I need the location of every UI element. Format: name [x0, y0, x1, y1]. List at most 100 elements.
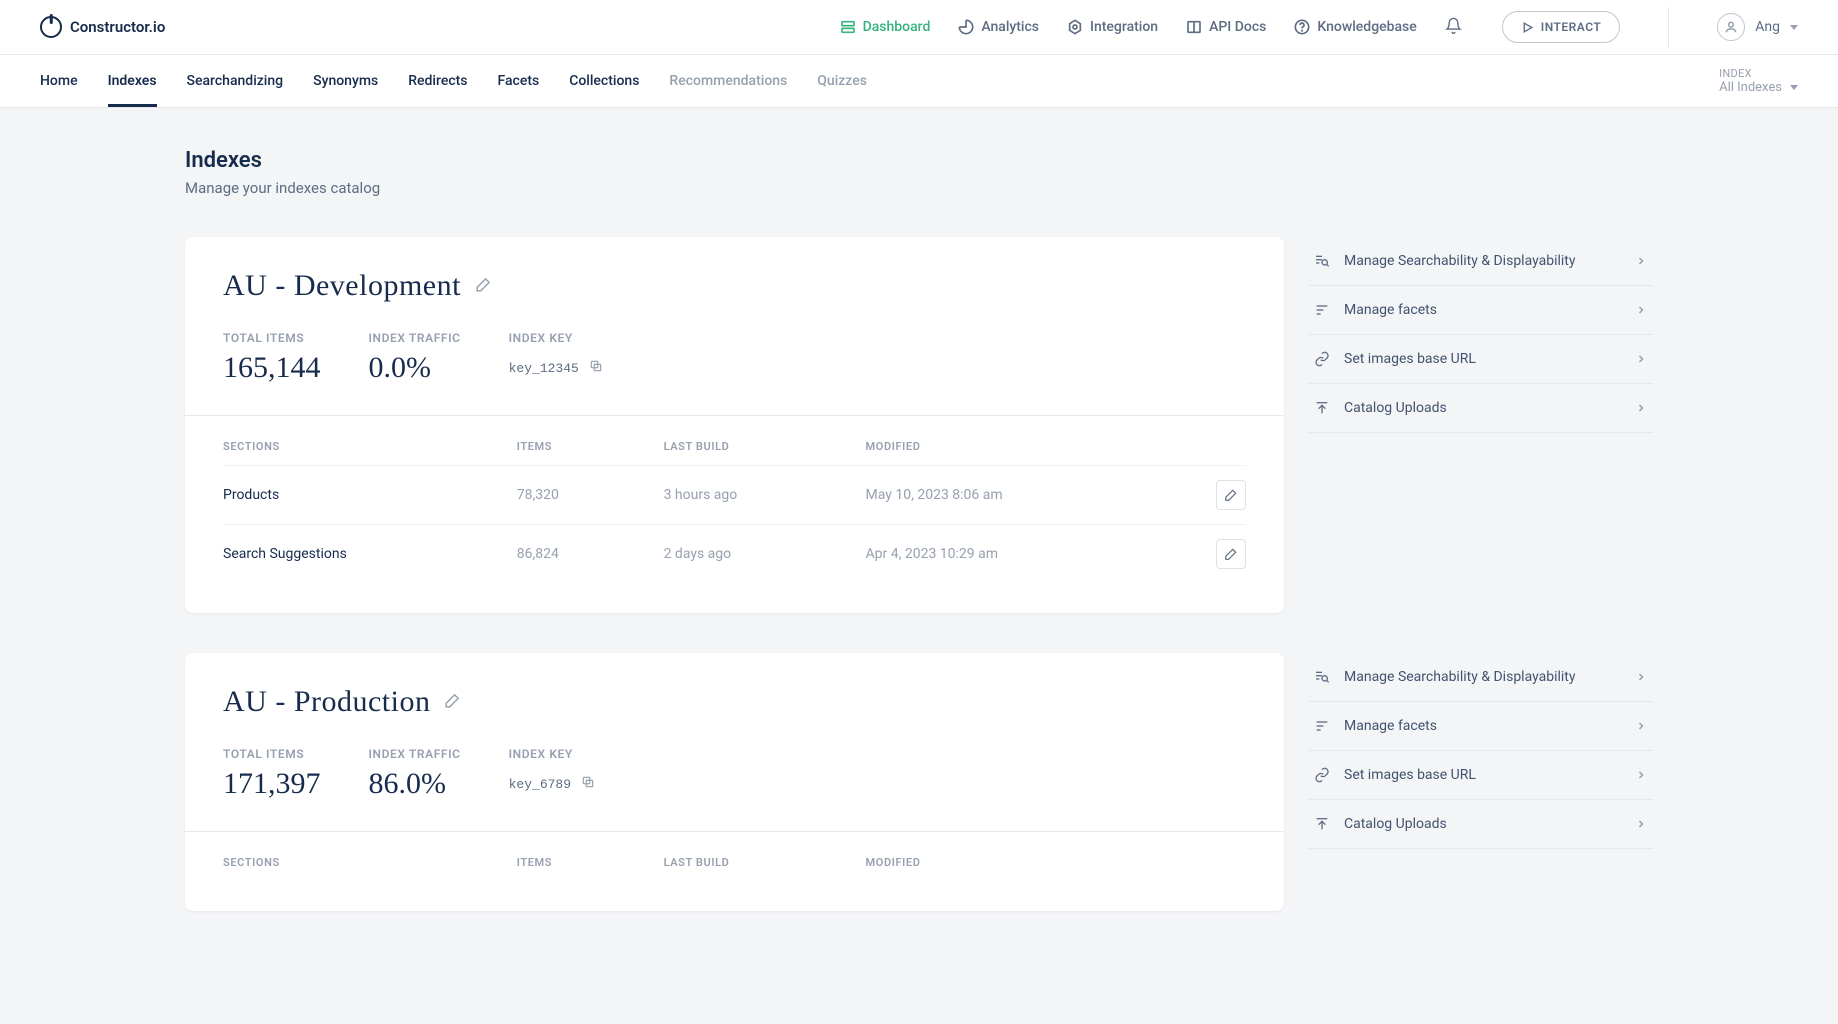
edit-index-button[interactable]	[475, 276, 492, 297]
key-row: key_6789	[509, 775, 595, 793]
section-items: 78,320	[517, 487, 664, 503]
edit-index-button[interactable]	[444, 692, 461, 713]
pencil-icon	[1224, 488, 1238, 502]
link-icon	[1314, 767, 1330, 783]
edit-section-button[interactable]	[1216, 539, 1246, 569]
index-card: AU - Development TOTAL ITEMS 165,144 IND…	[185, 237, 1284, 613]
subnav-facets[interactable]: Facets	[498, 55, 540, 107]
link-images-url[interactable]: Set images base URL	[1308, 751, 1653, 800]
col-modified: MODIFIED	[866, 856, 1196, 869]
subnav-recommendations-label: Recommendations	[669, 73, 787, 89]
stat-value: 86.0%	[369, 767, 461, 801]
section-name: Search Suggestions	[223, 546, 517, 562]
subnav-searchandizing[interactable]: Searchandizing	[187, 55, 284, 107]
top-nav: Dashboard Analytics Integration API Docs…	[840, 7, 1798, 47]
index-name: AU - Development	[223, 269, 461, 303]
interact-button[interactable]: INTERACT	[1502, 11, 1621, 43]
chevron-right-icon	[1635, 818, 1647, 830]
index-card: AU - Production TOTAL ITEMS 171,397 INDE…	[185, 653, 1284, 911]
page-subtitle: Manage your indexes catalog	[185, 179, 1653, 197]
pencil-icon	[444, 692, 461, 709]
interact-label: INTERACT	[1541, 20, 1602, 34]
upload-icon	[1314, 816, 1330, 832]
chevron-right-icon	[1635, 769, 1647, 781]
link-catalog-uploads[interactable]: Catalog Uploads	[1308, 800, 1653, 849]
stat-label: INDEX KEY	[509, 747, 595, 761]
subnav-quizzes-label: Quizzes	[817, 73, 867, 89]
col-items: ITEMS	[517, 440, 664, 453]
index-block: AU - Production TOTAL ITEMS 171,397 INDE…	[185, 653, 1653, 911]
user-menu[interactable]: Ang	[1717, 13, 1798, 41]
notifications-button[interactable]	[1445, 17, 1462, 38]
link-searchability[interactable]: Manage Searchability & Displayability	[1308, 653, 1653, 702]
index-picker-value: All Indexes	[1719, 80, 1798, 95]
index-block: AU - Development TOTAL ITEMS 165,144 IND…	[185, 237, 1653, 613]
subnav-recommendations[interactable]: Recommendations	[669, 55, 787, 107]
divider	[1668, 7, 1669, 47]
stat-index-traffic: INDEX TRAFFIC 0.0%	[369, 331, 461, 385]
subnav-synonyms-label: Synonyms	[313, 73, 378, 89]
nav-api-docs[interactable]: API Docs	[1186, 19, 1266, 35]
sub-nav: Home Indexes Searchandizing Synonyms Red…	[40, 55, 867, 107]
link-label: Manage facets	[1344, 718, 1621, 734]
subnav-indexes[interactable]: Indexes	[108, 55, 157, 107]
copy-icon	[581, 775, 595, 789]
stat-label: INDEX TRAFFIC	[369, 331, 461, 345]
play-icon	[1521, 21, 1534, 34]
subnav-collections-label: Collections	[569, 73, 639, 89]
index-picker[interactable]: INDEX All Indexes	[1719, 67, 1798, 95]
subnav-facets-label: Facets	[498, 73, 540, 89]
stat-index-key: INDEX KEY key_12345	[509, 331, 603, 385]
search-list-icon	[1314, 669, 1330, 685]
link-label: Manage Searchability & Displayability	[1344, 253, 1621, 269]
nav-integration[interactable]: Integration	[1067, 19, 1158, 35]
link-icon	[1314, 351, 1330, 367]
subnav-home[interactable]: Home	[40, 55, 78, 107]
caret-down-icon	[1790, 85, 1798, 90]
link-catalog-uploads[interactable]: Catalog Uploads	[1308, 384, 1653, 433]
link-searchability[interactable]: Manage Searchability & Displayability	[1308, 237, 1653, 286]
section-modified: Apr 4, 2023 10:29 am	[866, 546, 1196, 562]
copy-key-button[interactable]	[581, 775, 595, 793]
card-title-row: AU - Development	[223, 269, 1246, 303]
index-name: AU - Production	[223, 685, 430, 719]
subnav-searchandizing-label: Searchandizing	[187, 73, 284, 89]
search-list-icon	[1314, 253, 1330, 269]
stat-label: INDEX KEY	[509, 331, 603, 345]
pencil-icon	[1224, 547, 1238, 561]
chevron-right-icon	[1635, 720, 1647, 732]
link-images-url[interactable]: Set images base URL	[1308, 335, 1653, 384]
nav-knowledgebase[interactable]: Knowledgebase	[1294, 19, 1416, 35]
subnav-quizzes[interactable]: Quizzes	[817, 55, 867, 107]
edit-section-button[interactable]	[1216, 480, 1246, 510]
col-sections: SECTIONS	[223, 856, 517, 869]
integration-icon	[1067, 19, 1083, 35]
index-picker-label: INDEX	[1719, 67, 1798, 80]
avatar	[1717, 13, 1745, 41]
link-facets[interactable]: Manage facets	[1308, 702, 1653, 751]
dashboard-icon	[840, 19, 856, 35]
stats-row: TOTAL ITEMS 165,144 INDEX TRAFFIC 0.0% I…	[223, 331, 1246, 385]
col-last-build: LAST BUILD	[664, 856, 866, 869]
nav-analytics[interactable]: Analytics	[958, 19, 1039, 35]
stat-label: INDEX TRAFFIC	[369, 747, 461, 761]
subnav-redirects-label: Redirects	[408, 73, 467, 89]
subnav-collections[interactable]: Collections	[569, 55, 639, 107]
user-name: Ang	[1755, 19, 1780, 35]
logo[interactable]: Constructor.io	[40, 16, 165, 38]
nav-analytics-label: Analytics	[981, 19, 1039, 35]
page-title: Indexes	[185, 148, 1653, 173]
subnav-redirects[interactable]: Redirects	[408, 55, 467, 107]
link-facets[interactable]: Manage facets	[1308, 286, 1653, 335]
section-items: 86,824	[517, 546, 664, 562]
copy-key-button[interactable]	[589, 359, 603, 377]
sections-header: SECTIONS ITEMS LAST BUILD MODIFIED	[223, 440, 1246, 465]
sections: SECTIONS ITEMS LAST BUILD MODIFIED	[185, 832, 1284, 911]
logo-text: Constructor.io	[70, 18, 165, 36]
subnav-home-label: Home	[40, 73, 78, 89]
nav-dashboard[interactable]: Dashboard	[840, 19, 931, 35]
subnav-synonyms[interactable]: Synonyms	[313, 55, 378, 107]
section-last-build: 3 hours ago	[664, 487, 866, 503]
stat-total-items: TOTAL ITEMS 171,397	[223, 747, 321, 801]
stat-value: 171,397	[223, 767, 321, 801]
